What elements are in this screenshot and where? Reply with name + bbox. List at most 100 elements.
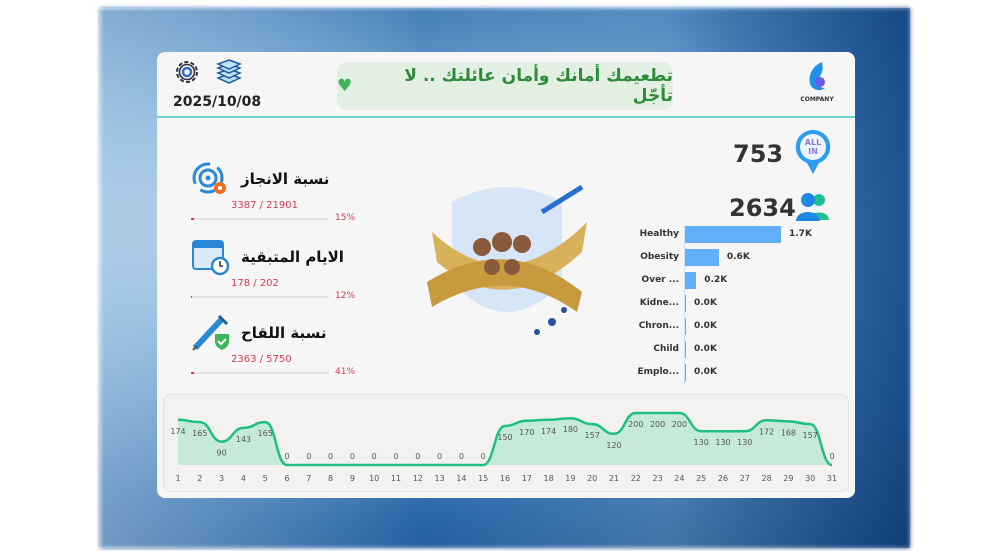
all-in-count: 753 <box>733 140 784 168</box>
kpi-ratio: 178 / 202 <box>231 278 279 289</box>
x-tick-label: 8 <box>328 474 333 483</box>
data-label: 200 <box>650 420 665 429</box>
area-chart-svg: 1741165290314341655060708090100110120130… <box>170 411 837 483</box>
slogan-banner: تطعيمك أمانك وأمان عائلتك .. لا تأجّل ♥ <box>337 62 673 110</box>
daily-area-chart: 174 1 165 2 90 3 143 4 165 5 0 6 0 7 0 8 0 9 0 10 0 11 0 12 0 13 0… <box>163 394 849 492</box>
kpi-percent: 12% <box>335 291 356 301</box>
people-count: 2634 <box>729 194 796 222</box>
family-vaccine-illustration <box>427 184 587 335</box>
dashboard-card: 2025/10/08 تطعيمك أمانك وأمان عائلتك .. … <box>157 52 855 498</box>
x-tick-label: 4 <box>241 474 246 483</box>
x-tick-label: 6 <box>284 474 289 483</box>
data-label: 143 <box>236 435 251 444</box>
bar-value-label: 0.0K <box>694 367 717 377</box>
data-label: 0 <box>459 452 464 461</box>
data-label: 157 <box>585 431 600 440</box>
bar[interactable] <box>685 364 686 381</box>
bar[interactable] <box>685 318 686 335</box>
data-label: 0 <box>328 452 333 461</box>
calendar-clock-icon <box>192 240 230 276</box>
data-label: 165 <box>192 429 207 438</box>
x-tick-label: 29 <box>783 474 793 483</box>
kpi-percent: 15% <box>335 213 356 223</box>
x-tick-label: 10 <box>369 474 379 483</box>
data-label: 0 <box>284 452 289 461</box>
x-tick-label: 22 <box>631 474 641 483</box>
x-tick-label: 28 <box>762 474 772 483</box>
bar[interactable] <box>685 295 686 312</box>
syringe-shield-icon <box>192 314 229 351</box>
series-line <box>177 411 833 467</box>
kpi-title: الايام المتبقية <box>241 248 344 266</box>
data-label: 200 <box>628 420 643 429</box>
x-tick-label: 2 <box>197 474 202 483</box>
x-tick-label: 18 <box>544 474 554 483</box>
kpi-percent: 41% <box>335 367 356 377</box>
progress-fill <box>191 218 194 220</box>
users-icon <box>796 193 829 221</box>
bar-category-label: Emplo... <box>637 367 680 377</box>
data-label: 170 <box>519 428 534 437</box>
data-label: 0 <box>306 452 311 461</box>
data-label: 157 <box>803 431 818 440</box>
x-tick-label: 19 <box>565 474 575 483</box>
bar-category-label: Over ... <box>641 275 679 285</box>
gear-icon[interactable] <box>173 58 201 86</box>
area-fill <box>178 413 832 465</box>
company-logo: COMPANY <box>797 60 837 110</box>
x-tick-label: 25 <box>696 474 706 483</box>
x-tick-label: 27 <box>740 474 750 483</box>
x-tick-label: 20 <box>587 474 597 483</box>
progress-track <box>191 218 329 220</box>
data-label: 0 <box>350 452 355 461</box>
data-label: 130 <box>694 438 709 447</box>
data-label: 0 <box>481 452 486 461</box>
data-label: 174 <box>541 427 556 436</box>
data-label: 130 <box>737 438 752 447</box>
data-label: 0 <box>829 452 834 461</box>
data-label: 168 <box>781 428 796 437</box>
svg-text:ALL: ALL <box>805 138 821 147</box>
x-tick-label: 30 <box>805 474 815 483</box>
progress-fill <box>191 372 194 374</box>
slogan-text: تطعيمك أمانك وأمان عائلتك .. لا تأجّل <box>404 66 673 106</box>
data-label: 174 <box>170 427 185 436</box>
progress-track <box>191 372 329 374</box>
bar-category-label: Chron... <box>638 321 679 331</box>
data-label: 130 <box>715 438 730 447</box>
bar[interactable] <box>685 272 697 289</box>
bar-value-label: 0.2K <box>704 275 728 285</box>
kpi-title: نسبة اللقاح <box>241 324 327 342</box>
data-label: 0 <box>393 452 398 461</box>
bar-category-label: Obesity <box>640 252 679 262</box>
bar[interactable] <box>685 341 686 358</box>
data-label: 165 <box>258 429 273 438</box>
kpi-title: نسبة الانجاز <box>241 170 330 188</box>
target-gear-icon <box>192 162 226 194</box>
x-tick-label: 24 <box>674 474 684 483</box>
svg-text:IN: IN <box>808 147 818 156</box>
data-label: 180 <box>563 425 578 434</box>
bar-category-label: Kidne... <box>639 298 679 308</box>
bar-value-label: 0.0K <box>694 344 717 354</box>
bar-value-label: 0.0K <box>694 298 717 308</box>
progress-track <box>191 296 329 298</box>
progress-fill <box>191 296 193 298</box>
x-tick-label: 23 <box>653 474 663 483</box>
data-label: 0 <box>437 452 442 461</box>
bar[interactable] <box>685 226 781 243</box>
x-tick-label: 9 <box>350 474 355 483</box>
x-tick-label: 15 <box>478 474 488 483</box>
x-tick-label: 5 <box>263 474 268 483</box>
data-label: 200 <box>672 420 687 429</box>
kpi-ratio: 2363 / 5750 <box>231 354 292 365</box>
x-tick-label: 16 <box>500 474 510 483</box>
bar[interactable] <box>685 249 719 266</box>
bar-category-label: Healthy <box>639 229 679 239</box>
data-label: 150 <box>497 433 512 442</box>
data-label: 90 <box>217 449 227 458</box>
bar-axis <box>684 225 685 385</box>
header: 2025/10/08 تطعيمك أمانك وأمان عائلتك .. … <box>157 52 855 118</box>
layers-icon[interactable] <box>215 58 243 86</box>
